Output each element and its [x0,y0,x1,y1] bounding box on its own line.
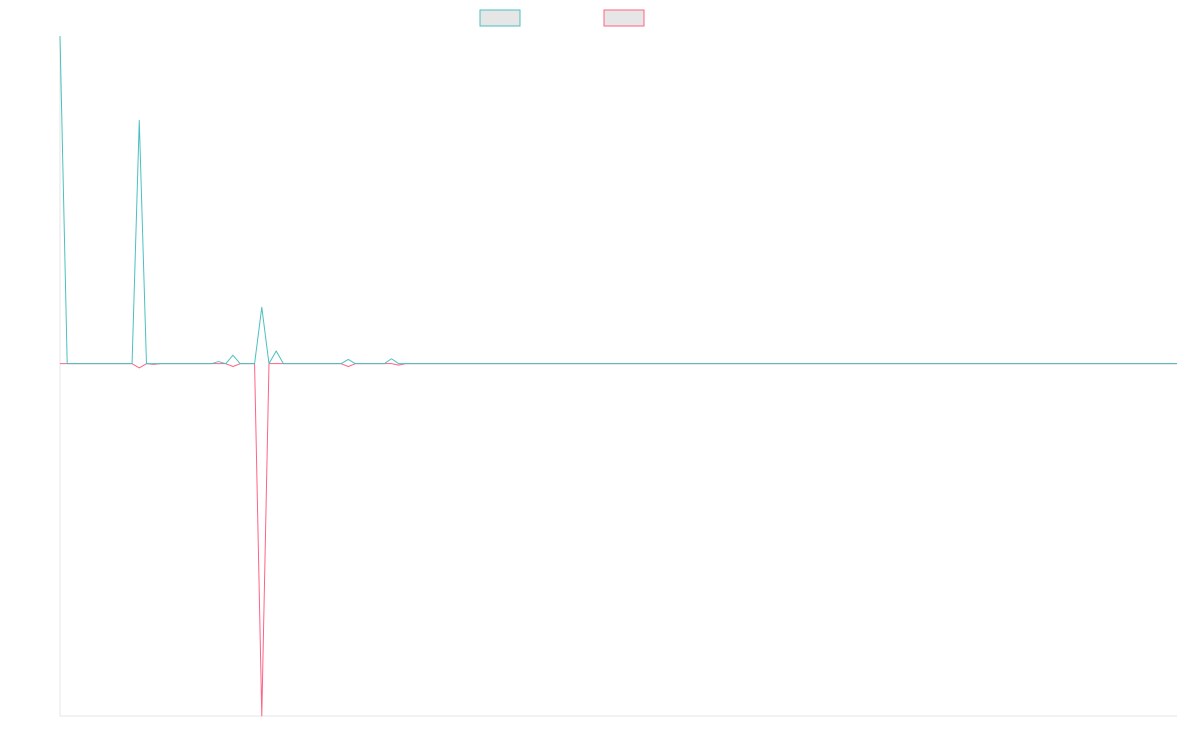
series-line-2 [60,363,1177,717]
plot-area [59,35,1177,717]
legend-swatch-2[interactable] [603,9,645,27]
legend-swatch-1[interactable] [479,9,521,27]
series-layer [59,35,1177,717]
series-line-1 [59,35,1177,365]
legend [479,9,645,27]
